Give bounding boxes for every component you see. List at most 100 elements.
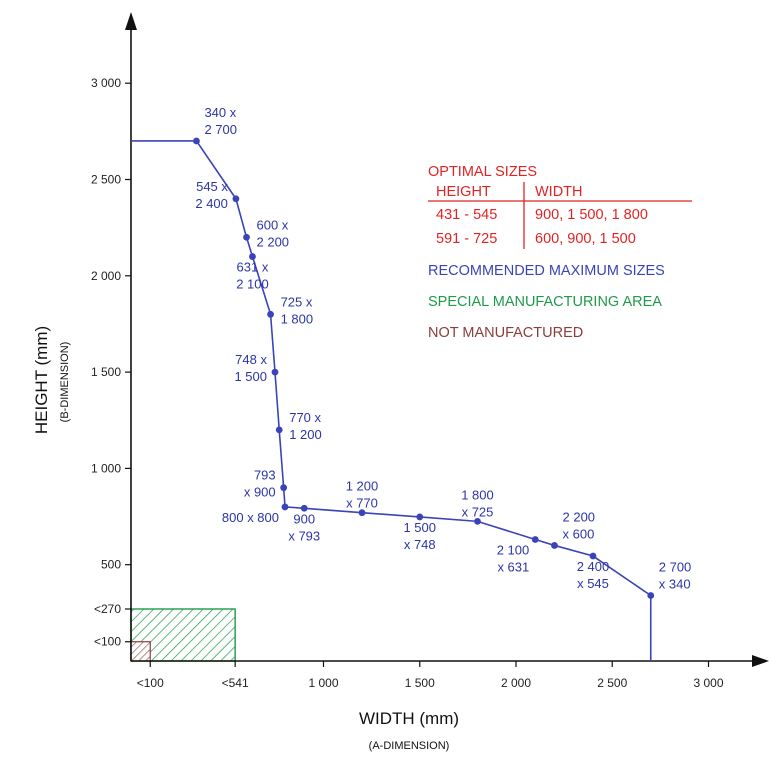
data-point [249,253,256,260]
areas-layer [130,608,236,662]
x-axis-title: WIDTH (mm) [359,709,459,728]
point-label-line: 1 800 [461,487,494,502]
point-label-line: x 600 [563,526,595,541]
axes-layer: <100 <541 1 000 1 500 2 000 2 500 3 000 <100 <27… [91,12,769,690]
point-label-line: x 631 [497,559,529,574]
point-label-line: x 725 [462,504,494,519]
point-label: 725 x 1 800 [281,294,314,326]
optimal-sizes-row-width: 600, 900, 1 500 [535,231,636,247]
point-label-line: 545 x [196,179,228,194]
legend-not-manufactured: NOT MANUFACTURED [428,325,583,341]
point-label: 600 x 2 200 [257,217,290,249]
data-point [416,513,424,521]
data-point [647,592,655,599]
y-axis-arrow-icon [125,12,137,30]
point-label-line: 725 x [281,294,313,309]
point-label: 2 100 x 631 [497,542,530,574]
y-tick-label: <100 [94,635,121,649]
data-point [271,368,279,376]
x-tick-label: <100 [137,676,164,690]
data-point [300,504,308,512]
y-tick-label: <270 [94,602,121,616]
point-label: 748 x 1 500 [234,352,267,384]
y-tick-label: 1 000 [91,461,121,475]
point-label-line: x 793 [288,528,320,543]
point-label-line: 2 200 [563,509,596,524]
x-tick-label: 1 000 [308,676,338,690]
not-manufactured-area [130,641,151,662]
point-label-line: 770 x [289,410,321,425]
x-tick-label: 1 500 [405,676,435,690]
optimal-sizes-header-height: HEIGHT [436,184,491,200]
x-axis-arrow-icon [752,655,769,667]
point-label: 1 200 x 770 [346,479,379,511]
optimal-sizes-table: OPTIMAL SIZES HEIGHT WIDTH 431 - 545 900… [428,164,692,249]
y-tick-label: 2 000 [91,269,121,283]
point-label-line: 2 700 [659,560,692,575]
data-point [589,552,597,560]
data-point [358,509,366,517]
point-label-line: x 748 [404,537,436,552]
point-label: 2 700 x 340 [659,560,692,592]
point-label-line: 340 x [204,105,236,120]
optimal-sizes-title: OPTIMAL SIZES [428,164,537,180]
point-label-line: 793 [254,468,276,483]
optimal-sizes-row-width: 900, 1 500, 1 800 [535,207,648,223]
point-label-line: 1 200 [289,427,322,442]
y-tick-label: 1 500 [91,365,121,379]
point-label: 900 x 793 [288,511,320,543]
x-tick-label: 3 000 [693,676,723,690]
point-label-line: 600 x [257,217,289,232]
point-label-line: 800 x 800 [222,510,279,525]
point-label-line: 1 500 [234,369,267,384]
x-axis-subtitle: (A-DIMENSION) [369,740,450,752]
data-point [232,195,240,203]
labels-layer: 340 x 2 700 545 x 2 400 600 x 2 200 631 x 2 100… [195,105,691,592]
point-label-line: x 900 [244,485,276,500]
y-axis-subtitle: (B-DIMENSION) [59,342,71,423]
point-label: 1 500 x 748 [403,520,436,552]
point-label: 793 x 900 [244,468,276,500]
point-label-line: x 340 [659,577,691,592]
data-point [551,542,558,549]
y-axis-title: HEIGHT (mm) [32,326,51,434]
point-label-line: 1 200 [346,479,379,494]
optimal-sizes-row-height: 591 - 725 [436,231,497,247]
series-layer [131,137,655,661]
optimal-sizes-row-height: 431 - 545 [436,207,497,223]
data-point [474,517,481,525]
point-label: 545 x 2 400 [195,179,228,211]
point-label-line: 2 100 [497,542,530,557]
data-point [275,426,283,434]
point-label-line: 2 200 [257,234,290,249]
point-label-line: 900 [293,511,315,526]
point-label-line: x 770 [346,496,378,511]
point-label: 2 400 x 545 [577,559,610,591]
point-label: 340 x 2 700 [204,105,237,137]
point-label: 2 200 x 600 [563,509,596,541]
data-point [280,484,288,492]
y-tick-label: 3 000 [91,76,121,90]
data-point [243,233,250,241]
x-tick-label: 2 500 [597,676,627,690]
point-label-line: 2 400 [577,559,610,574]
point-label-line: 2 100 [236,277,269,292]
legend-special-manufacturing-area: SPECIAL MANUFACTURING AREA [428,294,662,310]
point-label-line: 748 x [235,352,267,367]
optimal-sizes-header-width: WIDTH [535,184,583,200]
data-point [531,536,539,543]
point-label: 631 x 2 100 [236,260,269,292]
legend-recommended-maximum-sizes: RECOMMENDED MAXIMUM SIZES [428,263,665,279]
data-point [281,503,289,511]
point-label-line: 1 500 [403,520,436,535]
point-label-line: 1 800 [281,311,314,326]
point-label-line: 2 700 [204,122,237,137]
point-label: 1 800 x 725 [461,487,494,519]
x-tick-label: 2 000 [501,676,531,690]
y-tick-label: 2 500 [91,173,121,187]
point-label-line: x 545 [577,576,609,591]
x-tick-label: <541 [222,676,249,690]
point-label: 770 x 1 200 [289,410,322,442]
data-point [267,310,274,318]
